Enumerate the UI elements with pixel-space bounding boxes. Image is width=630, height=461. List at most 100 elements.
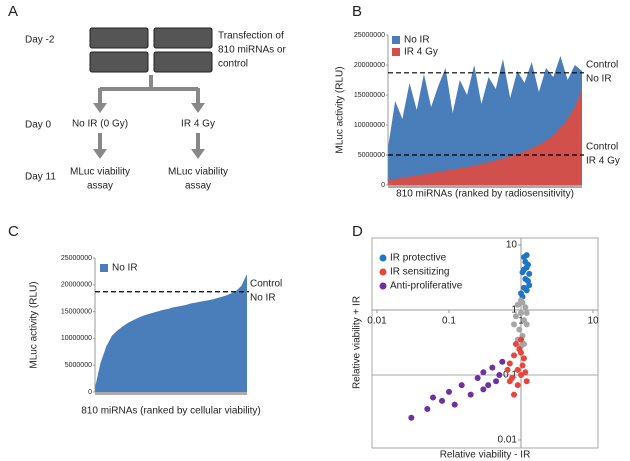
panel-a: A Day -2 Day 0 Day 11 Transfection of 81… xyxy=(8,3,286,192)
day-label: Day -2 xyxy=(25,35,55,46)
legend-swatch xyxy=(392,48,400,56)
transfection-text: Transfection of xyxy=(218,31,284,42)
frame xyxy=(371,237,599,449)
point xyxy=(520,355,527,362)
area xyxy=(95,274,247,392)
y-axis-label: Relative viability + IR xyxy=(352,296,363,389)
point xyxy=(424,405,431,412)
arrow-head xyxy=(191,103,205,113)
reference-label: Control xyxy=(586,59,618,70)
point xyxy=(514,382,521,389)
legend-label: IR protective xyxy=(390,253,447,264)
x-tick-label: 0.01 xyxy=(367,316,387,327)
x-axis-label: 810 miRNAs (ranked by radiosensitivity) xyxy=(396,189,574,200)
legend-label: No IR xyxy=(404,35,430,46)
point xyxy=(512,313,519,320)
legend-swatch xyxy=(100,264,108,272)
point xyxy=(496,372,503,378)
point xyxy=(430,394,437,401)
reference-label: No IR xyxy=(586,73,612,84)
plate xyxy=(153,51,213,73)
y-tick-label: 5000000 xyxy=(65,362,92,369)
x-tick-label: 0.1 xyxy=(442,316,456,327)
point xyxy=(446,388,452,395)
point xyxy=(474,374,481,381)
point xyxy=(523,378,530,385)
arrow-head xyxy=(93,103,107,113)
panel-label: C xyxy=(8,223,19,240)
point xyxy=(511,321,518,328)
point xyxy=(512,340,519,347)
y-tick-label: 0.01 xyxy=(498,435,518,446)
point xyxy=(480,369,487,376)
assay: MLuc viability xyxy=(70,167,130,178)
legend-marker xyxy=(379,282,387,290)
point xyxy=(522,304,529,311)
panel-label: A xyxy=(8,3,18,20)
day-label: Day 11 xyxy=(25,172,56,183)
point xyxy=(506,360,513,367)
y-tick-label: 10000000 xyxy=(354,122,385,129)
reference-label: Control xyxy=(586,142,618,153)
point xyxy=(458,382,465,389)
legend-label: IR sensitizing xyxy=(390,267,449,278)
point xyxy=(514,301,521,308)
y-tick-label: 0.1 xyxy=(503,370,517,381)
point xyxy=(499,358,506,365)
x-axis-label: 810 miRNAs (ranked by cellular viability… xyxy=(81,406,261,417)
point xyxy=(506,378,513,385)
x-axis-label: Relative viability - IR xyxy=(440,450,531,461)
transfection-text: 810 miRNAs or xyxy=(218,45,286,56)
y-tick-label: 1 xyxy=(511,305,517,316)
y-tick-label: 5000000 xyxy=(358,152,385,159)
point xyxy=(523,287,530,294)
point xyxy=(523,321,530,328)
point xyxy=(520,317,527,324)
legend-swatch xyxy=(392,36,400,44)
point xyxy=(439,397,446,404)
condition: No IR (0 Gy) xyxy=(72,119,128,130)
point xyxy=(520,266,527,273)
point xyxy=(518,372,524,378)
point xyxy=(518,309,524,316)
point xyxy=(485,382,492,389)
panel-label: D xyxy=(352,223,363,240)
plate xyxy=(153,27,213,49)
assay: MLuc viability xyxy=(168,167,228,178)
point xyxy=(514,366,521,373)
legend-marker xyxy=(379,254,387,262)
point xyxy=(511,352,518,359)
condition: IR 4 Gy xyxy=(181,119,215,130)
point xyxy=(408,414,415,421)
legend-label: IR 4 Gy xyxy=(404,47,438,58)
y-tick-label: 10 xyxy=(506,240,518,251)
point xyxy=(522,369,529,376)
point xyxy=(519,299,526,306)
plate xyxy=(89,27,149,49)
y-tick-label: 15000000 xyxy=(61,308,92,315)
y-tick-label: 25000000 xyxy=(61,255,92,262)
plates xyxy=(89,27,213,73)
y-tick-label: 0 xyxy=(88,389,92,396)
arrow-heads xyxy=(93,103,205,159)
point xyxy=(480,386,487,393)
point xyxy=(526,270,533,277)
point xyxy=(493,378,500,385)
point xyxy=(523,309,530,316)
x-tick-label: 10 xyxy=(587,316,599,327)
point xyxy=(518,336,524,343)
legend-marker xyxy=(379,268,387,276)
y-tick-label: 25000000 xyxy=(354,32,385,39)
area xyxy=(388,89,582,185)
assay: assay xyxy=(87,181,113,192)
point xyxy=(511,391,518,398)
reference-label: Control xyxy=(250,278,282,289)
point xyxy=(489,364,496,371)
y-tick-label: 20000000 xyxy=(61,282,92,289)
legend-label: Anti-proliferative xyxy=(390,281,463,292)
day-label: Day 0 xyxy=(25,120,52,131)
arrow-head xyxy=(93,149,107,159)
y-tick-label: 0 xyxy=(381,182,385,189)
y-axis-label: MLuc activity (RLU) xyxy=(335,66,346,153)
arrow-head xyxy=(191,149,205,159)
